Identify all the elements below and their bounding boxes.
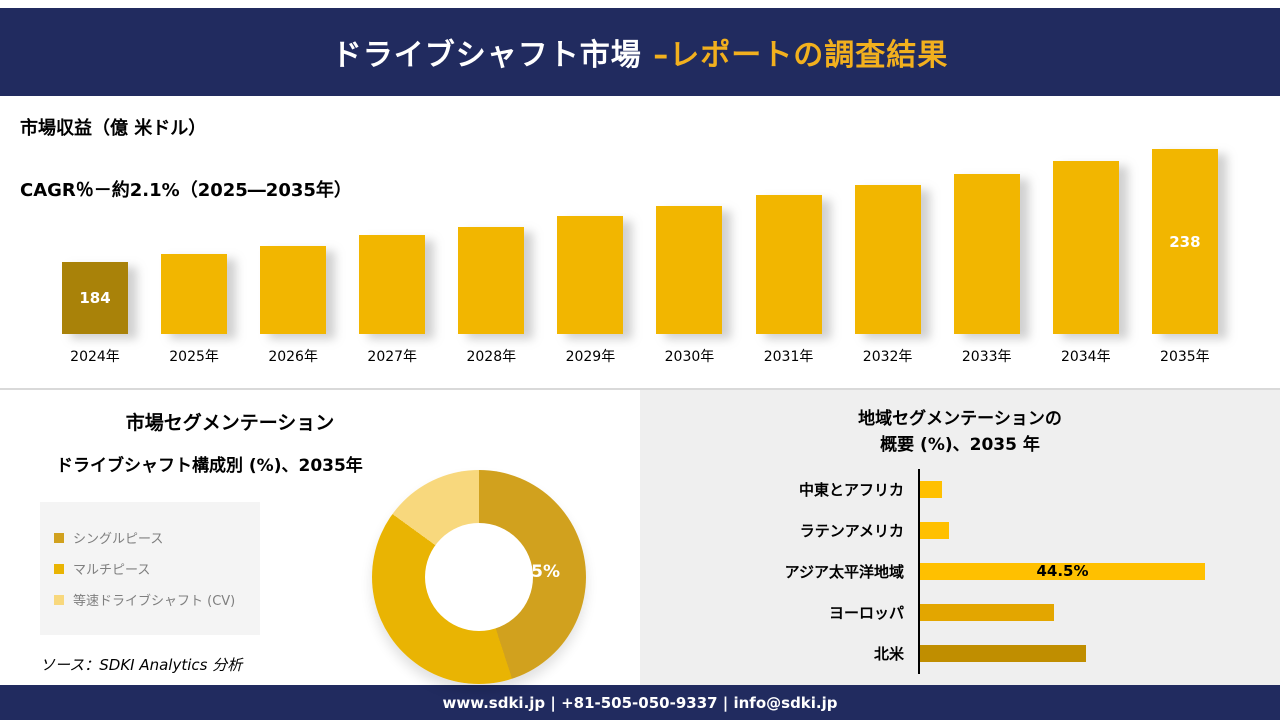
revenue-chart-meta: 市場収益（億 米ドル） CAGR％－約2.1%（2025―2035年） bbox=[20, 114, 352, 202]
legend-label: シングルピース bbox=[73, 532, 164, 547]
regional-title: 地域セグメンテーションの 概要 (%)、2035 年 bbox=[640, 406, 1280, 459]
segmentation-title: 市場セグメンテーション bbox=[125, 412, 335, 434]
revenue-bar-column: 2025年 bbox=[161, 134, 228, 365]
legend-swatch bbox=[54, 532, 64, 543]
page-title-main: ドライブシャフト市場 bbox=[331, 38, 654, 73]
region-label: ラテンアメリカ bbox=[799, 521, 904, 540]
segmentation-panel: 市場セグメンテーション ドライブシャフト構成別 (%)、2035年 シングルピー… bbox=[0, 390, 640, 685]
revenue-bar bbox=[161, 254, 228, 334]
region-bar-area bbox=[918, 591, 1280, 633]
regional-bar-row: ラテンアメリカ bbox=[640, 509, 1280, 551]
x-axis-label: 2027年 bbox=[367, 349, 418, 365]
footer-banner: www.sdki.jp | +81-505-050-9337 | info@sd… bbox=[0, 685, 1280, 720]
revenue-bar bbox=[854, 185, 921, 334]
region-bar bbox=[920, 521, 949, 539]
revenue-bar bbox=[458, 227, 525, 334]
header-banner: ドライブシャフト市場 –レポートの調査結果 bbox=[0, 8, 1280, 96]
page-title-accent: –レポートの調査結果 bbox=[653, 38, 949, 73]
regional-title-line1: 地域セグメンテーションの bbox=[858, 409, 1062, 429]
revenue-bar bbox=[755, 195, 822, 334]
segmentation-subtitle: ドライブシャフト構成別 (%)、2035年 bbox=[56, 456, 363, 476]
x-axis-label: 2028年 bbox=[466, 349, 517, 365]
x-axis-label: 2029年 bbox=[565, 349, 616, 365]
region-bar bbox=[920, 603, 1054, 621]
revenue-bars: 184 2024年 2025年 2026年 2027年 2028年 2029年 2030年 20… bbox=[62, 134, 1218, 365]
donut-legend: シングルピース マルチピース等速ドライブシャフト (CV) bbox=[40, 502, 260, 635]
revenue-bar-column: 2033年 bbox=[953, 134, 1020, 365]
x-axis-label: 2032年 bbox=[862, 349, 913, 365]
revenue-bar-column: 2027年 bbox=[359, 134, 426, 365]
donut-chart: 45% bbox=[372, 470, 586, 684]
bottom-section: 市場セグメンテーション ドライブシャフト構成別 (%)、2035年 シングルピー… bbox=[0, 388, 1280, 685]
region-label: 北米 bbox=[873, 644, 904, 663]
region-bar-area bbox=[918, 632, 1280, 674]
regional-bar-row: ヨーロッパ bbox=[640, 591, 1280, 633]
region-label: ヨーロッパ bbox=[828, 603, 904, 622]
region-bar-area bbox=[918, 509, 1280, 551]
region-bar-area: 44.5% bbox=[918, 550, 1280, 592]
source-note: ソース：SDKI Analytics 分析 bbox=[40, 656, 243, 674]
x-axis-label: 2035年 bbox=[1160, 349, 1210, 365]
revenue-bar-column: 2026年 bbox=[260, 134, 327, 365]
x-axis-label: 2024年 bbox=[70, 349, 120, 365]
region-bar bbox=[920, 480, 942, 498]
revenue-bar-column: 2034年 bbox=[1052, 134, 1119, 365]
bar-data-label: 184 bbox=[79, 289, 111, 307]
regional-bar-row: 北米 bbox=[640, 632, 1280, 674]
regional-panel: 地域セグメンテーションの 概要 (%)、2035 年 中東とアフリカ ラテンアメリ… bbox=[640, 390, 1280, 685]
x-axis-label: 2026年 bbox=[268, 349, 318, 365]
x-axis-label: 2033年 bbox=[961, 349, 1012, 365]
x-axis-label: 2031年 bbox=[763, 349, 814, 365]
regional-bar-row: アジア太平洋地域 44.5% bbox=[640, 550, 1280, 592]
cagr-label: CAGR％－約2.1%（2025―2035年） bbox=[20, 180, 352, 201]
legend-item: シングルピース bbox=[54, 528, 246, 547]
revenue-chart-section: 市場収益（億 米ドル） CAGR％－約2.1%（2025―2035年） 184 2… bbox=[0, 96, 1280, 388]
revenue-bar-column: 2030年 bbox=[656, 134, 723, 365]
revenue-bar bbox=[953, 174, 1020, 334]
region-label: 中東とアフリカ bbox=[798, 480, 904, 499]
revenue-bar bbox=[260, 246, 327, 334]
footer-contact: www.sdki.jp | +81-505-050-9337 | info@sd… bbox=[442, 693, 838, 712]
revenue-bar-column: 238 2035年 bbox=[1151, 134, 1218, 365]
donut-value-label: 45% bbox=[519, 562, 560, 582]
legend-swatch bbox=[54, 563, 64, 574]
revenue-bar bbox=[359, 235, 426, 334]
regional-title-line2: 概要 (%)、2035 年 bbox=[880, 435, 1040, 456]
region-bar bbox=[920, 644, 1086, 662]
x-axis-label: 2030年 bbox=[664, 349, 715, 365]
region-label: アジア太平洋地域 bbox=[784, 562, 904, 581]
page-title: ドライブシャフト市場 –レポートの調査結果 bbox=[332, 30, 948, 74]
revenue-bar-column: 184 2024年 bbox=[62, 134, 128, 365]
bar-data-label: 238 bbox=[1169, 232, 1201, 251]
region-bar-value: 44.5% bbox=[1036, 562, 1089, 581]
revenue-bar-column: 2031年 bbox=[755, 134, 822, 365]
legend-item: マルチピース bbox=[54, 559, 246, 578]
regional-bars: 中東とアフリカ ラテンアメリカアジア太平洋地域 44.5% ヨーロッパ北米 bbox=[640, 468, 1280, 674]
legend-label: 等速ドライブシャフト (CV) bbox=[73, 594, 236, 609]
revenue-bar-column: 2032年 bbox=[854, 134, 921, 365]
revenue-bar bbox=[656, 206, 723, 334]
revenue-bar bbox=[1052, 161, 1119, 334]
revenue-bar-column: 2029年 bbox=[557, 134, 624, 365]
regional-bar-row: 中東とアフリカ bbox=[640, 468, 1280, 510]
x-axis-label: 2034年 bbox=[1060, 349, 1111, 365]
revenue-metric-label: 市場収益（億 米ドル） bbox=[20, 118, 207, 139]
revenue-bar: 238 bbox=[1151, 149, 1218, 334]
region-bar: 44.5% bbox=[920, 562, 1205, 581]
revenue-bar bbox=[557, 216, 624, 334]
x-axis-label: 2025年 bbox=[169, 349, 219, 365]
revenue-bar: 184 bbox=[62, 262, 128, 334]
legend-swatch bbox=[54, 594, 64, 605]
legend-item: 等速ドライブシャフト (CV) bbox=[54, 590, 246, 609]
region-bar-area bbox=[918, 468, 1280, 510]
revenue-bar-column: 2028年 bbox=[458, 134, 525, 365]
legend-label: マルチピース bbox=[73, 563, 151, 578]
